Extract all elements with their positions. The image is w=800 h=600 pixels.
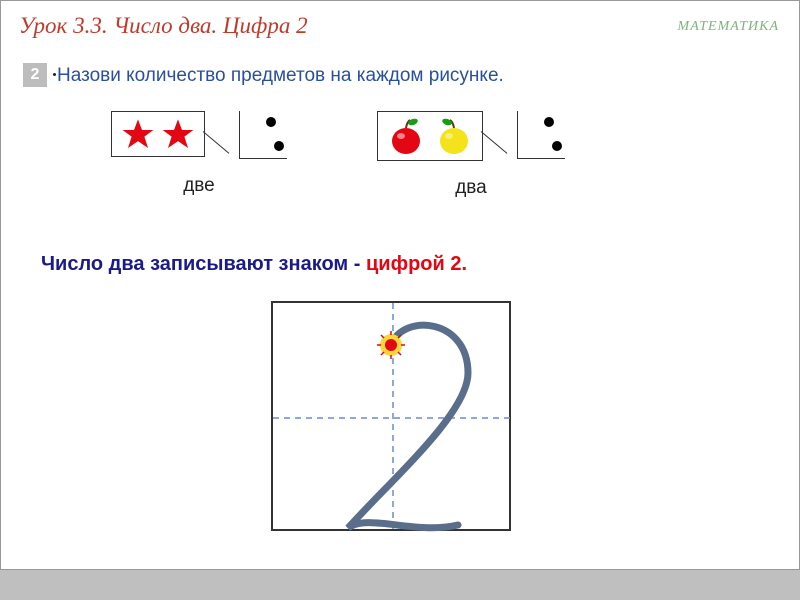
- stars-pair: [111, 111, 287, 159]
- connector-line: [205, 111, 235, 159]
- slide-content: Урок 3.3. Число два. Цифра 2 МАТЕМАТИКА …: [0, 0, 800, 570]
- apples-pair: [377, 111, 565, 161]
- apples-dots-box: [517, 111, 565, 159]
- statement-highlight: цифрой 2.: [366, 253, 467, 275]
- stars-dots-box: [239, 111, 287, 159]
- statement-line: Число два записывают знаком - цифрой 2.: [41, 253, 467, 276]
- apple-icon: [434, 116, 474, 156]
- statement-prefix: Число два записывают знаком -: [41, 253, 366, 275]
- count-dot: [552, 141, 562, 151]
- subject-label: МАТЕМАТИКА: [678, 19, 779, 35]
- apples-box: [377, 111, 483, 161]
- lesson-title: Урок 3.3. Число два. Цифра 2: [19, 13, 308, 39]
- connector-line: [483, 111, 513, 159]
- apples-group: два: [377, 111, 565, 199]
- count-dot: [274, 141, 284, 151]
- stars-group: две: [111, 111, 287, 197]
- apples-label: два: [455, 177, 487, 199]
- digit-two-svg: [273, 303, 513, 533]
- count-dot: [544, 117, 554, 127]
- apple-icon: [386, 116, 426, 156]
- task-text: Назови количество предметов на каждом ри…: [57, 65, 504, 87]
- items-row: две: [111, 111, 565, 199]
- bullet-dot: [53, 73, 56, 76]
- count-dot: [266, 117, 276, 127]
- writing-grid: [271, 301, 511, 531]
- task-number-badge: 2: [23, 63, 47, 87]
- star-icon: [162, 118, 194, 150]
- bottom-bar: [0, 570, 800, 600]
- stars-box: [111, 111, 205, 157]
- star-icon: [122, 118, 154, 150]
- stars-label: две: [183, 175, 215, 197]
